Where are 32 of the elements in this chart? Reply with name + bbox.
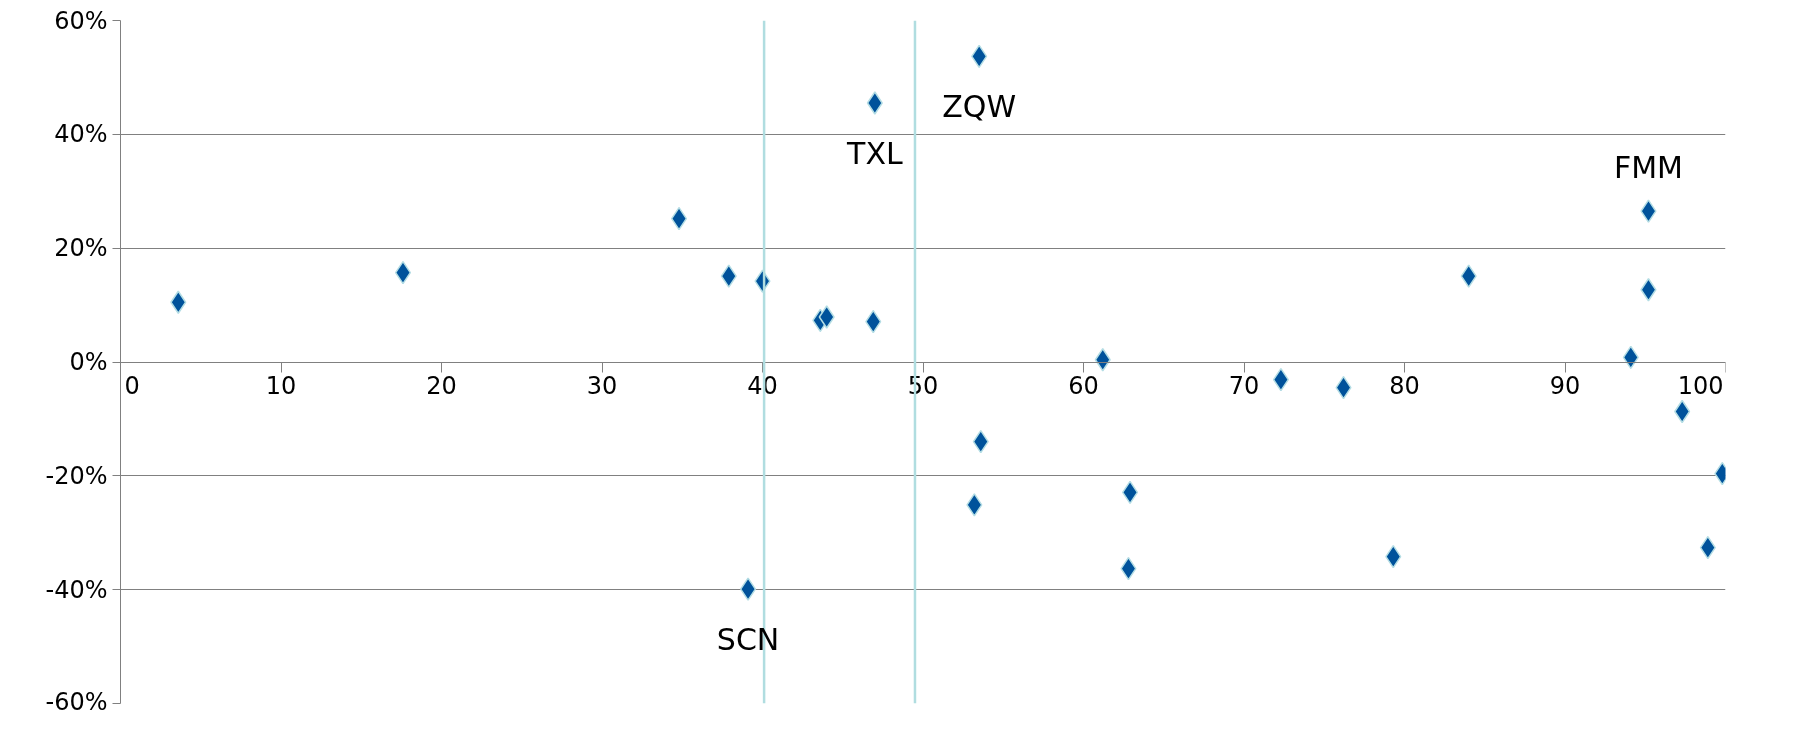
y-tick-label: 20% [54,234,108,263]
y-tick-label: 60% [54,6,108,35]
point [1121,480,1139,505]
x-tick-label: 20 [426,372,457,400]
point [670,206,688,231]
x-tick-label: 10 [265,372,297,400]
point [739,577,757,601]
y-tick-label: -60% [45,687,108,716]
x-tick-label: 70 [1228,372,1260,400]
y-tick-label: -20% [45,461,108,490]
y-tick-label: 0% [69,348,108,376]
x-tick-label: 100 [1677,372,1724,400]
x-tick-label: 40 [747,372,778,400]
annotation: FMM [1613,149,1683,185]
point [394,260,412,285]
point [720,264,737,288]
x-tick-label: 90 [1549,372,1581,400]
point [1460,264,1477,288]
x-tick-label: 80 [1389,372,1420,400]
x-tick-label: 60 [1068,372,1099,400]
point [818,305,835,329]
point [966,493,983,517]
y-tick-label: 40% [54,120,108,149]
annotation: ZQW [942,88,1017,124]
point [1640,199,1657,223]
point [866,91,883,115]
y-tick-label: -40% [45,575,108,604]
annotation: TXL [846,135,903,171]
point [170,290,187,314]
x-tick-label: 30 [586,372,618,400]
annotation: SCN [716,621,780,657]
x-tick-label: 0 [124,372,140,400]
